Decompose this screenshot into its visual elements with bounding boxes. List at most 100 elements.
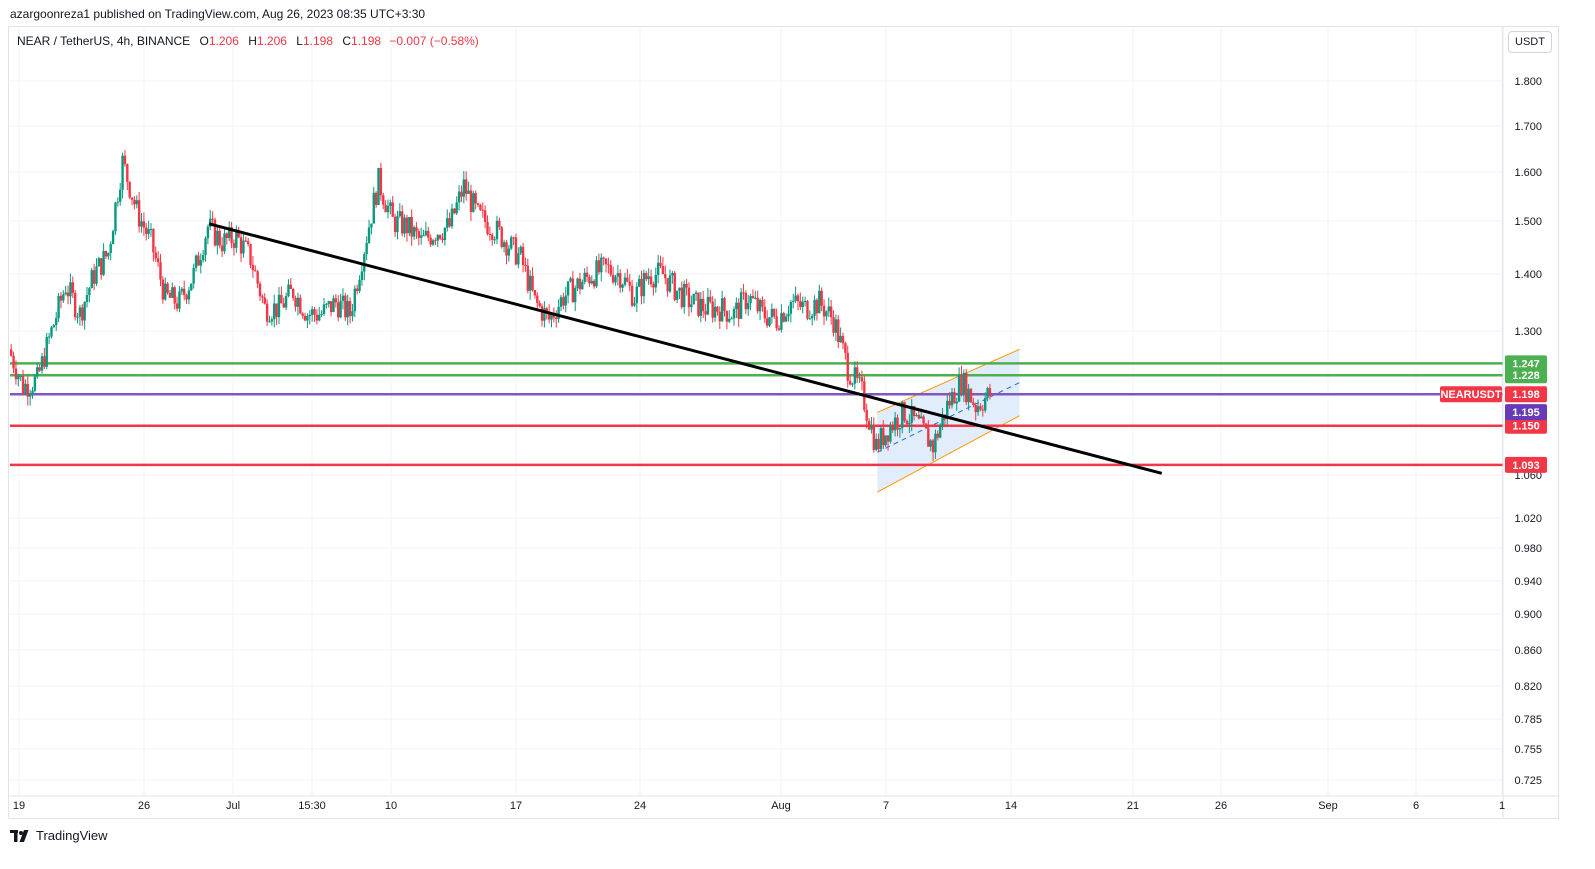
candle-up: [754, 297, 757, 299]
candle-down: [126, 164, 129, 182]
candle-up: [728, 318, 731, 322]
candle-up: [976, 406, 980, 413]
candle-down: [441, 238, 444, 240]
candle-up: [735, 302, 738, 310]
candle-down: [275, 303, 278, 318]
tradingview-logo-icon: [10, 829, 29, 842]
candle-down: [142, 221, 146, 228]
candle-down: [687, 287, 691, 308]
candle-up: [818, 290, 821, 314]
candle-up: [967, 388, 970, 403]
candle-down: [405, 217, 409, 234]
candle-up: [678, 287, 681, 291]
candle-down: [602, 257, 605, 259]
candle-up: [47, 336, 51, 338]
candle-up: [121, 155, 124, 190]
tradingview-brand[interactable]: TradingView: [10, 828, 108, 843]
candle-down: [154, 252, 157, 259]
candle-down: [737, 302, 740, 319]
candle-down: [130, 197, 134, 200]
candle-up: [732, 309, 736, 319]
candle-up: [287, 284, 290, 296]
candle-down: [263, 297, 266, 304]
candle-down: [716, 306, 719, 312]
time-tick-label: Sep: [1318, 800, 1338, 812]
candle-down: [81, 307, 84, 321]
candle-up: [600, 257, 603, 273]
candle-up: [97, 258, 101, 267]
candle-up: [825, 311, 828, 317]
candle-down: [540, 306, 544, 321]
time-tick-label: 10: [385, 800, 397, 812]
candle-up: [45, 337, 48, 367]
candle-up: [443, 227, 447, 240]
candle-down: [619, 273, 622, 288]
candle-down: [313, 309, 316, 315]
candle-down: [552, 313, 556, 318]
candle-up: [559, 297, 563, 307]
candle-up: [194, 255, 198, 268]
candle-down: [483, 210, 487, 223]
candle-up: [346, 301, 349, 318]
candle-up: [33, 376, 37, 391]
candle-down: [815, 299, 819, 314]
candle-up: [187, 290, 191, 300]
candle-up: [88, 288, 91, 296]
price-tick-label: 0.820: [1514, 681, 1542, 693]
candle-down: [711, 301, 714, 318]
candle-up: [332, 298, 335, 312]
time-axis: 19 26 Jul 15:30 10 17 24 Aug 7 14 21 26 Sep 6 1: [10, 795, 1558, 812]
candle-down: [562, 297, 565, 306]
candle-up: [787, 313, 790, 317]
candle-down: [161, 279, 165, 300]
symbol-badge-text: NEARUSDT: [1440, 389, 1501, 401]
candle-up: [858, 377, 861, 379]
candle-down: [604, 258, 608, 265]
candle-down: [128, 181, 131, 198]
currency-button[interactable]: USDT: [1508, 31, 1552, 53]
candle-down: [104, 250, 108, 257]
candle-up: [201, 254, 205, 261]
change-value: −0.007 (−0.58%): [389, 34, 479, 48]
price-badge: 1.195: [1505, 404, 1547, 421]
close-value: 1.198: [351, 34, 382, 48]
candle-up: [668, 275, 672, 292]
candle-up: [749, 296, 752, 304]
candle-up: [654, 274, 657, 288]
candle-up: [327, 301, 330, 304]
candle-up: [467, 190, 470, 194]
candle-down: [159, 262, 162, 280]
candle-up: [55, 318, 58, 325]
candle-down: [972, 402, 975, 405]
candle-up: [803, 300, 807, 302]
candle-down: [379, 167, 383, 196]
candle-up: [190, 283, 193, 291]
candle-down: [865, 409, 868, 421]
candle-up: [365, 242, 368, 255]
candle-up: [543, 308, 546, 321]
candle-up: [396, 216, 399, 233]
candle-up: [502, 242, 506, 248]
candle-up: [268, 321, 271, 323]
candle-down: [71, 282, 75, 293]
candle-down: [751, 296, 755, 299]
candle-down: [867, 420, 871, 430]
candle-down: [609, 264, 612, 275]
candle-down: [66, 292, 70, 297]
candle-down: [500, 227, 503, 248]
candle-down: [448, 218, 451, 227]
candle-up: [839, 335, 842, 343]
candle-down: [239, 237, 243, 254]
candle-down: [585, 272, 589, 277]
candle-down: [175, 303, 179, 309]
price-badge-text: 1.093: [1512, 460, 1540, 472]
time-tick-label: Aug: [771, 800, 791, 812]
candle-up: [85, 295, 89, 303]
candle-up: [64, 292, 67, 295]
candle-up: [270, 319, 274, 322]
candle-down: [882, 428, 885, 446]
time-tick-label: 1: [1499, 800, 1505, 812]
candle-up: [370, 223, 373, 228]
candle-up: [983, 398, 987, 411]
